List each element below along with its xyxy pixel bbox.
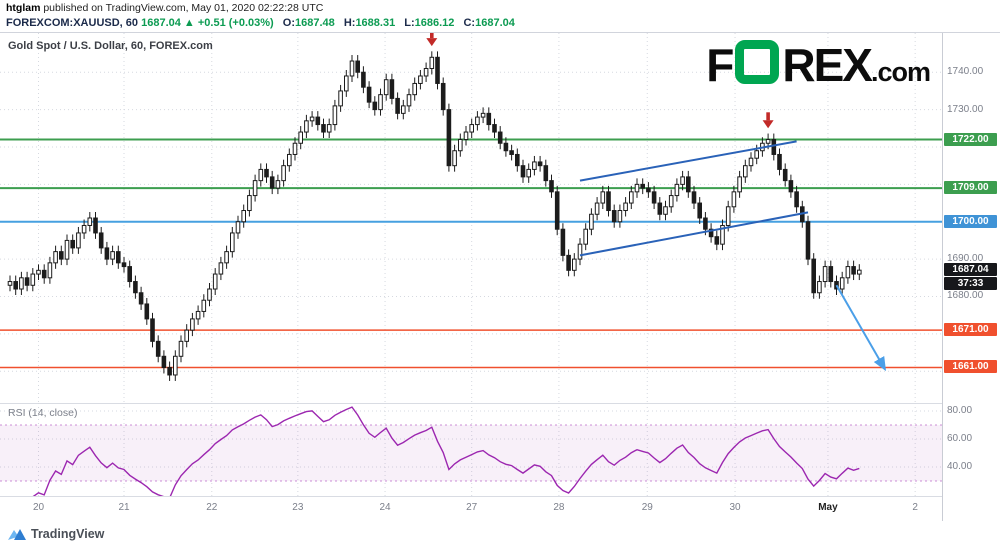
time-axis: 20 21 22 23 24 27 28 29 30 May 2 <box>0 496 942 522</box>
time-axis-label: 23 <box>292 502 304 513</box>
author-name: htglam <box>6 2 41 14</box>
price-axis-label: 1690.00 <box>947 253 984 265</box>
tradingview-brand-text: TradingView <box>31 527 105 541</box>
price-badge: 1709.00 <box>944 181 997 195</box>
last-price: 1687.04 <box>141 17 181 29</box>
open-value: 1687.48 <box>295 17 335 29</box>
time-axis-label: 24 <box>379 502 391 513</box>
time-axis-label: May <box>818 502 838 513</box>
low-value: 1686.12 <box>414 17 455 29</box>
price-axis-label: 1730.00 <box>947 103 984 115</box>
tradingview-logo-icon <box>8 529 26 540</box>
chart-region: Gold Spot / U.S. Dollar, 60, FOREX.com F… <box>0 32 1000 522</box>
price-badge: 1671.00 <box>944 323 997 337</box>
publish-info-bar: htglam published on TradingView.com, May… <box>0 0 1000 16</box>
high-value: 1688.31 <box>355 17 396 29</box>
chart-title: Gold Spot / U.S. Dollar, 60, FOREX.com <box>8 40 213 52</box>
price-badge: 1661.00 <box>944 360 997 374</box>
close-label: C: <box>463 17 476 29</box>
time-axis-label: 22 <box>206 502 218 513</box>
price-axis-label: 1680.00 <box>947 290 984 302</box>
time-axis-label: 28 <box>553 502 565 513</box>
low-label: L: <box>404 17 415 29</box>
price-axis-label: 1740.00 <box>947 66 984 78</box>
time-axis-label: 20 <box>32 502 45 513</box>
publish-info-text: published on TradingView.com, May 01, 20… <box>40 2 324 14</box>
price-badge: 37:33 <box>944 277 997 291</box>
price-axis: 1740.00 1730.00 1690.00 1680.00 1722.00 1709.… <box>942 33 1000 522</box>
price-badge: 1700.00 <box>944 214 997 228</box>
high-label: H: <box>343 17 356 29</box>
rsi-chart <box>0 403 942 496</box>
time-axis-label: 2 <box>912 502 918 513</box>
open-label: O: <box>282 17 295 29</box>
time-axis-label: 30 <box>729 502 741 513</box>
pane-separator <box>0 403 1000 404</box>
price-pane: Gold Spot / U.S. Dollar, 60, FOREX.com F… <box>0 33 942 403</box>
time-axis-label: 27 <box>466 502 478 513</box>
time-axis-label: 21 <box>118 502 130 513</box>
footer-bar: TradingView <box>0 521 1000 551</box>
forex-logo-tld: .com <box>870 57 931 87</box>
forex-logo-rex: REX <box>782 39 873 91</box>
rsi-axis-label: 40.00 <box>947 461 973 472</box>
symbol-name: FOREXCOM:XAUUSD, 60 <box>6 17 139 29</box>
forex-logo-f: F <box>706 39 734 91</box>
rsi-indicator-label: RSI (14, close) <box>8 407 78 419</box>
candlestick-chart <box>0 33 942 403</box>
time-axis-label: 29 <box>641 502 653 513</box>
close-value: 1687.04 <box>475 17 515 29</box>
price-badge: 1687.04 <box>944 263 997 277</box>
price-badge: 1722.00 <box>944 132 997 146</box>
forex-logo: F REX.com <box>706 39 931 98</box>
tradingview-brand-link[interactable]: TradingView <box>8 527 104 541</box>
price-change: ▲ +0.51 (+0.03%) <box>183 17 274 29</box>
rsi-pane: RSI (14, close) <box>0 403 942 496</box>
symbol-info-bar: FOREXCOM:XAUUSD, 60 1687.04 ▲ +0.51 (+0.… <box>0 16 1000 32</box>
rsi-axis-label: 60.00 <box>947 433 973 444</box>
forex-logo-o-icon <box>735 40 780 84</box>
rsi-axis-label: 80.00 <box>947 405 973 416</box>
